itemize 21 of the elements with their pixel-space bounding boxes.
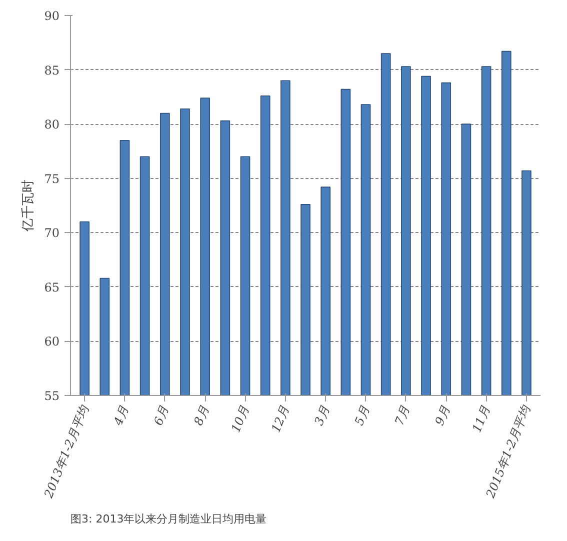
x-tick-label: 9月 — [432, 404, 453, 428]
y-axis-title: 亿千瓦时 — [21, 180, 36, 232]
y-tick-label: 70 — [44, 226, 60, 240]
x-tick-label: 12月 — [268, 404, 292, 434]
y-tick-label: 90 — [44, 9, 60, 23]
y-tick-label: 60 — [44, 334, 60, 349]
x-tick-label: 8月 — [191, 404, 212, 428]
y-tick-label: 85 — [44, 63, 60, 78]
x-tick-label: 6月 — [151, 404, 172, 428]
x-tick-label: 4月 — [110, 404, 132, 428]
y-tick-label: 80 — [44, 118, 60, 132]
y-tick-label: 65 — [44, 280, 60, 294]
caption: 图3: 2013年以来分月制造业日均用电量 — [70, 512, 267, 526]
x-tick-label: 10月 — [228, 404, 252, 434]
x-tick-label: 5月 — [352, 404, 372, 428]
x-tick-label: 3月 — [312, 404, 332, 428]
y-tick-label: 75 — [44, 172, 60, 186]
x-tick-label: 2013年1-2月平均 — [41, 402, 92, 501]
x-tick-label: 11月 — [470, 404, 493, 434]
x-tick-label: 7月 — [392, 404, 412, 428]
y-tick-label: 55 — [44, 389, 60, 403]
